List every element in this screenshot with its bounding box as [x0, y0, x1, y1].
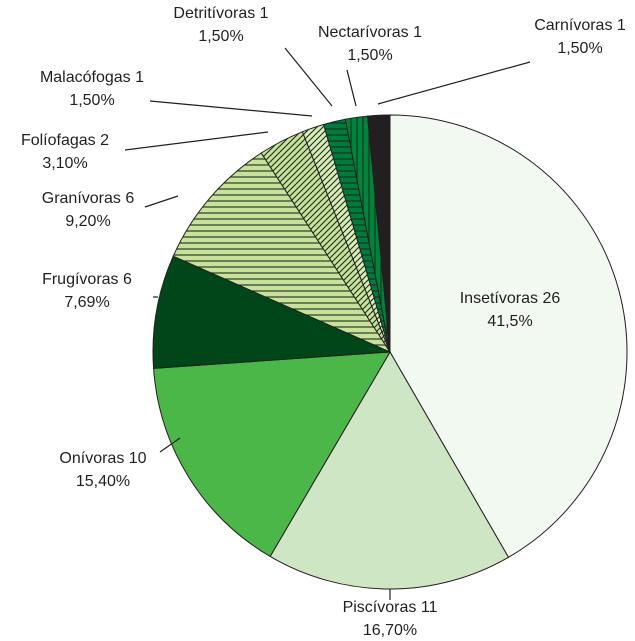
leader-line: [346, 69, 357, 107]
value-label: 41,5%: [487, 313, 532, 330]
slice-label: Granívoras 6: [42, 190, 135, 207]
slice-label: Insetívoras 26: [460, 290, 561, 307]
value-label: 15,40%: [76, 473, 130, 490]
category-count: 26: [542, 290, 560, 307]
category-count: 1: [135, 69, 144, 86]
slice-label: Detritívoras 1: [173, 5, 268, 22]
category-name: Insetívoras: [460, 290, 538, 307]
slice-label: Piscívoras 11: [343, 599, 438, 616]
slice-label: Nectarívoras 1: [318, 24, 422, 41]
slice-label: Carnívoras 1: [534, 17, 626, 34]
pie-slice: [367, 114, 391, 353]
category-count: 1: [617, 17, 626, 34]
pie: [152, 114, 628, 590]
leader-line: [159, 437, 181, 453]
category-count: 6: [123, 271, 132, 288]
category-count: 2: [100, 132, 109, 149]
pie-slice: [152, 255, 391, 369]
category-count: 1: [413, 24, 422, 41]
category-name: Onívoras: [59, 450, 124, 467]
pie-slice: [389, 114, 628, 558]
value-label: 1,50%: [69, 92, 114, 109]
slice-label: Malacófogas 1: [40, 69, 144, 86]
category-name: Malacófogas: [40, 69, 131, 86]
value-label: 7,69%: [64, 294, 109, 311]
value-label: 3,10%: [42, 155, 87, 172]
pie-slice: [269, 351, 510, 590]
category-count: 11: [421, 599, 438, 616]
leader-line: [284, 47, 333, 107]
leader-line: [144, 195, 179, 208]
pie-slice: [172, 152, 392, 354]
category-name: Folíofagas: [21, 132, 96, 149]
leader-line: [149, 100, 313, 117]
slice-label: Onívoras 10: [59, 450, 146, 467]
value-label: 9,20%: [65, 213, 110, 230]
category-name: Granívoras: [42, 190, 121, 207]
category-count: 10: [129, 450, 147, 467]
leader-line: [124, 131, 269, 151]
category-name: Frugívoras: [42, 271, 118, 288]
value-label: 1,50%: [557, 40, 602, 57]
slice-label: Folíofagas 2: [21, 132, 109, 149]
value-label: 1,50%: [198, 28, 243, 45]
leader-line: [377, 61, 531, 105]
category-count: 1: [260, 5, 269, 22]
category-name: Carnívoras: [534, 17, 612, 34]
category-name: Piscívoras: [343, 599, 417, 616]
pie-slice: [153, 351, 391, 558]
value-label: 16,70%: [363, 622, 417, 639]
slice-label: Frugívoras 6: [42, 271, 132, 288]
category-name: Nectarívoras: [318, 24, 409, 41]
value-label: 1,50%: [347, 47, 392, 64]
category-count: 6: [125, 190, 134, 207]
category-name: Detritívoras: [173, 5, 255, 22]
